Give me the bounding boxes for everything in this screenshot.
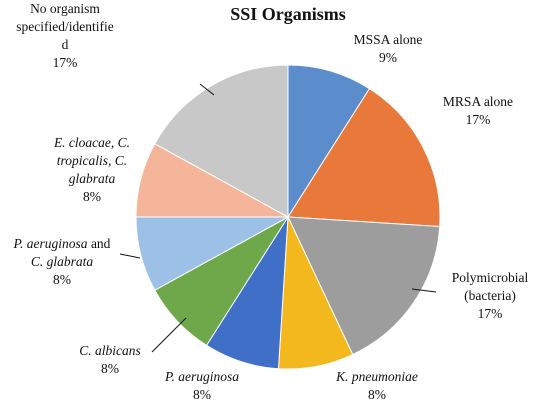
slice-label-7: P. aeruginosa and C. glabrata 8% (13, 236, 111, 287)
leader-lines (119, 83, 437, 353)
slice-label-3: Polymicrobial (bacteria) 17% (452, 270, 529, 321)
chart-title: SSI Organisms (230, 4, 346, 24)
slice-label-5: P. aeruginosa 8% (164, 369, 239, 402)
leader-line-6 (151, 317, 187, 353)
slice-label-4: K. pneumoniae 8% (335, 369, 418, 402)
pie-slice-3 (287, 216, 441, 356)
leader-line-9 (199, 83, 215, 96)
leader-line-3 (411, 288, 437, 293)
slice-label-1: MSSA alone 9% (354, 32, 423, 65)
slice-labels: MSSA alone 9% MRSA alone 17% Polymicrobial (b… (13, 1, 529, 402)
pie-slice-1 (287, 64, 371, 219)
slice-label-2: MRSA alone 17% (443, 94, 513, 127)
pie-slice-2 (287, 87, 441, 228)
pie-slice-9 (154, 64, 289, 218)
pie-slices (135, 64, 441, 370)
slice-label-9: No organism specified/identifie d 17% (16, 1, 113, 70)
slice-label-8: E. cloacae, C. tropicalis, C. glabrata 8% (53, 135, 130, 204)
slice-label-6: C. albicans 8% (79, 343, 141, 376)
leader-line-7 (119, 253, 141, 259)
